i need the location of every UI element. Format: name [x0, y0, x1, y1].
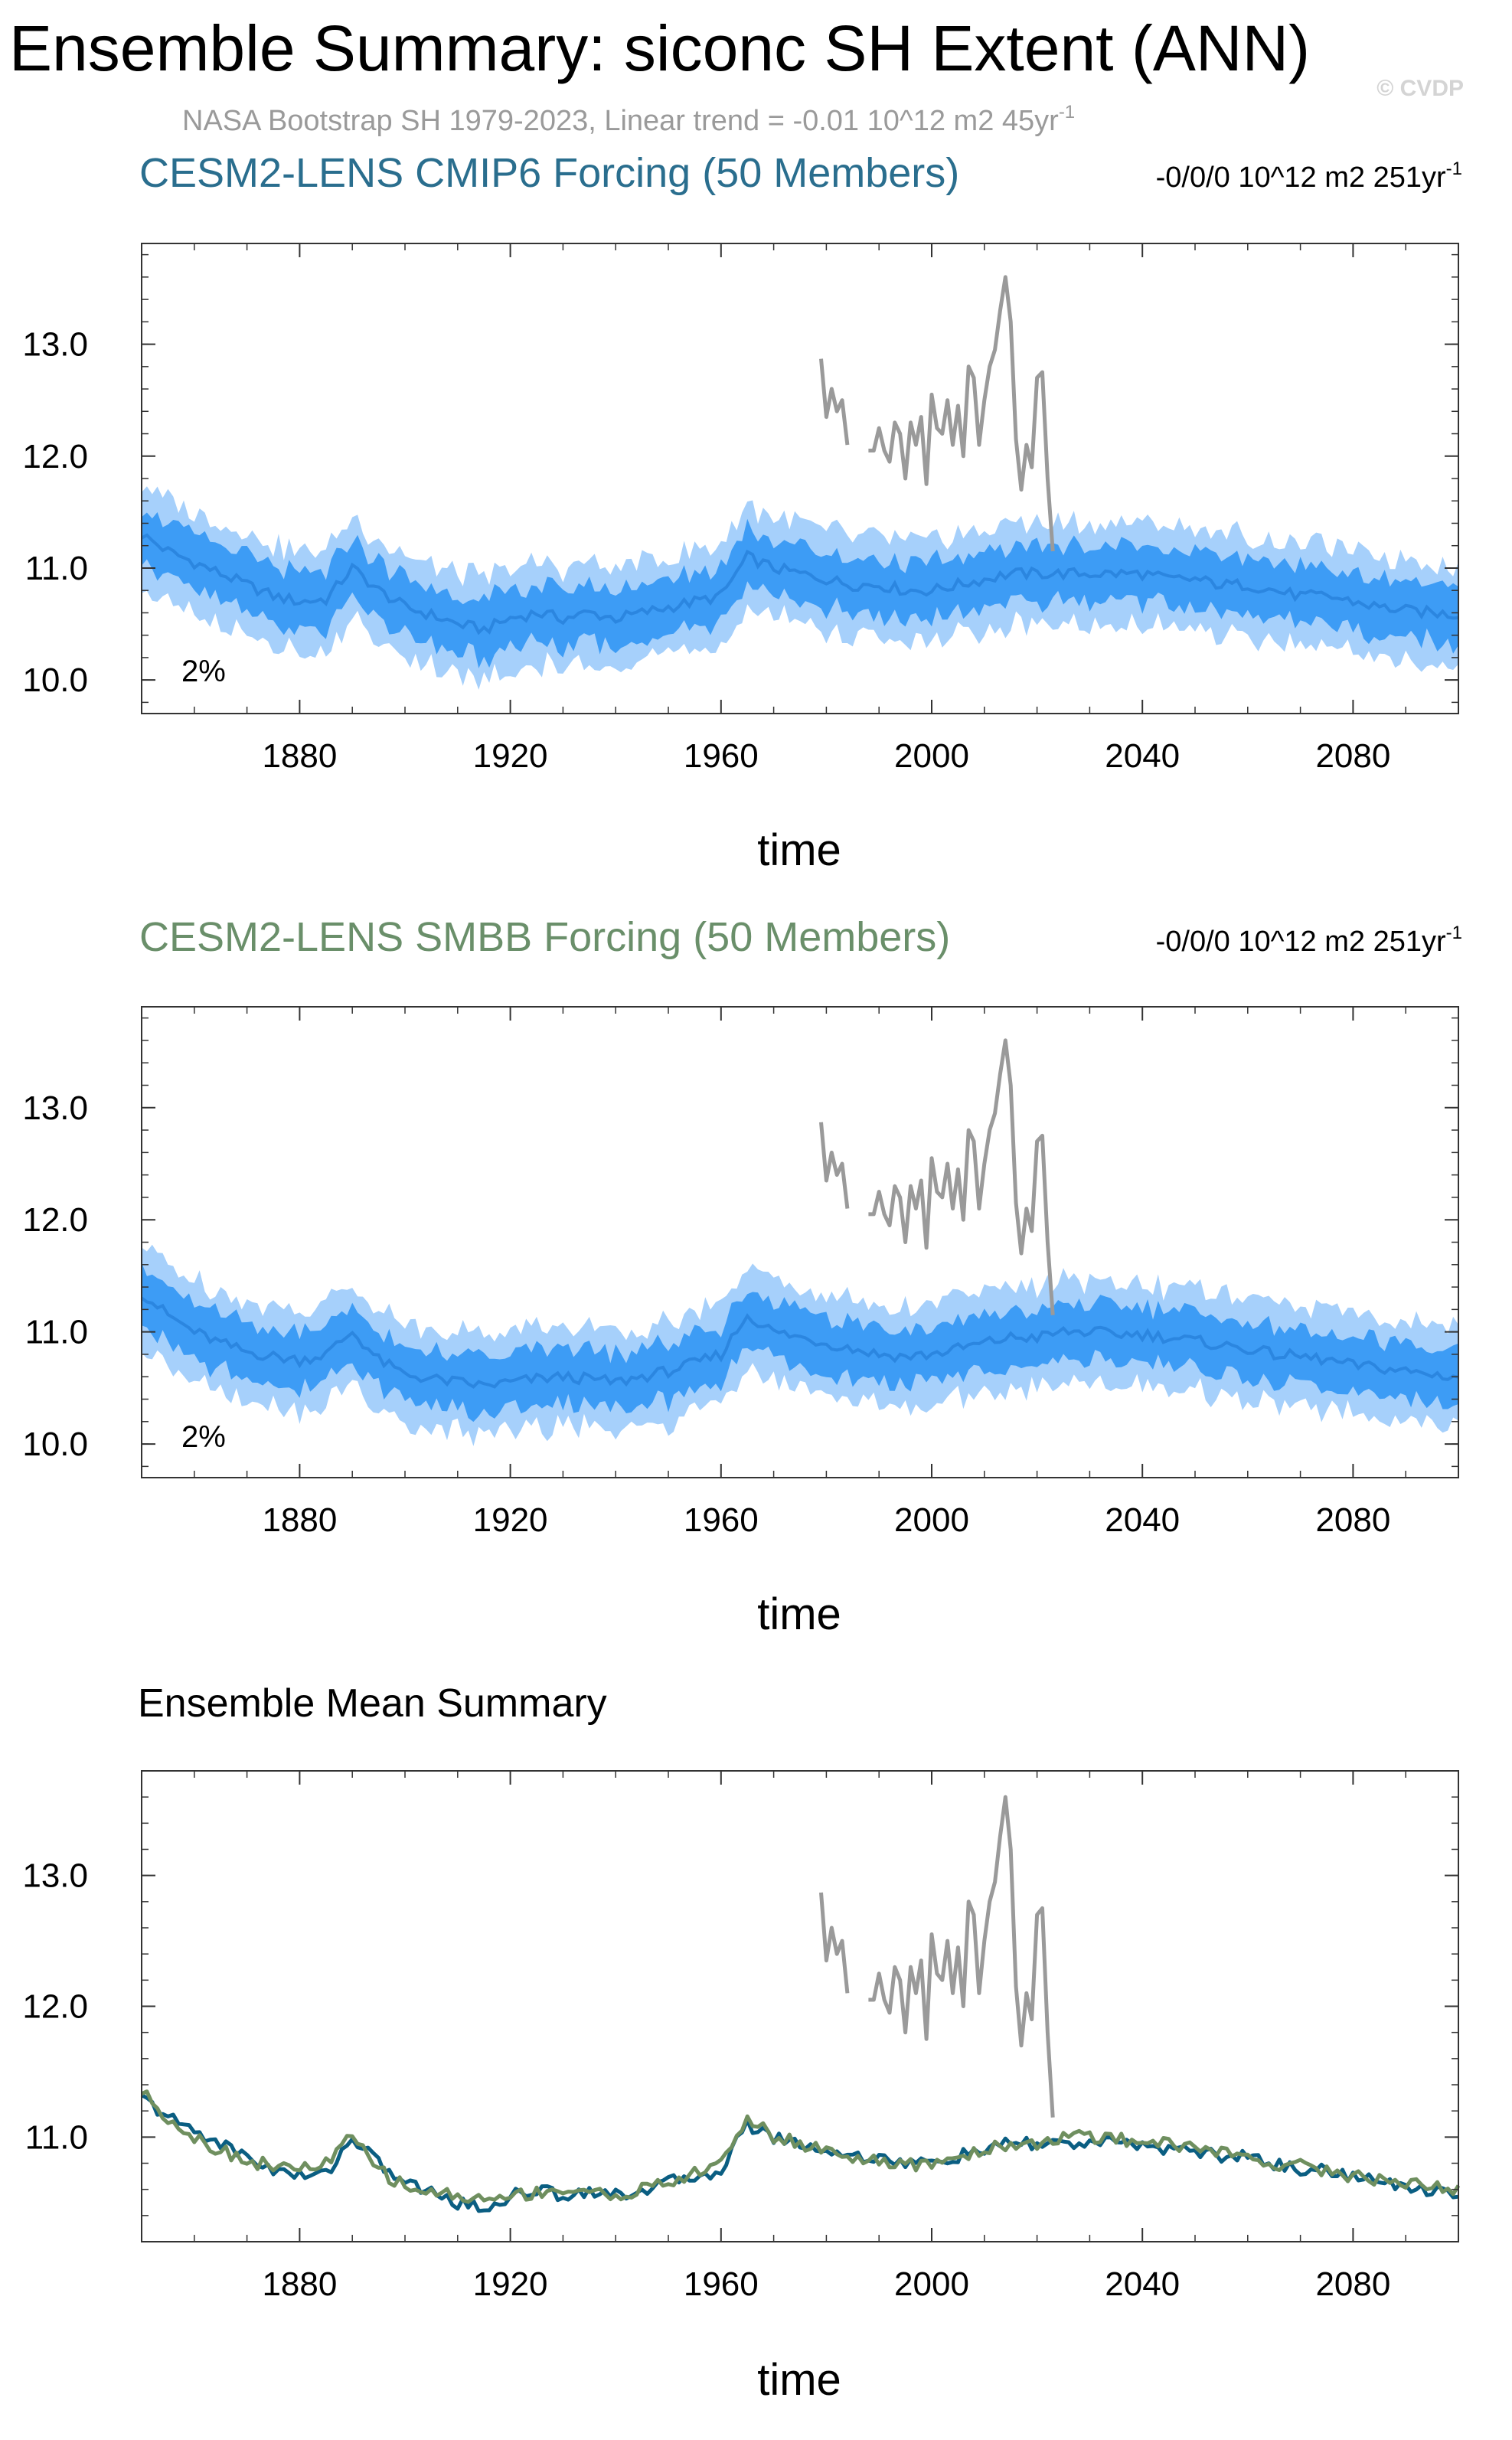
panel-title: CESM2-LENS CMIP6 Forcing (50 Members): [139, 150, 959, 196]
ensemble-inner-spread: [142, 512, 1458, 668]
x-tick-label: 2000: [894, 2265, 969, 2303]
x-tick-label: 2080: [1315, 2265, 1390, 2303]
panel-cmip6: CESM2-LENS CMIP6 Forcing (50 Members) -0…: [22, 150, 1462, 875]
smbb-mean-line: [140, 2089, 1461, 2204]
y-tick-label: 11.0: [25, 550, 88, 587]
obs-subtitle-text: NASA Bootstrap SH 1979-2023, Linear tren…: [182, 105, 1059, 137]
x-tick-label: 1880: [262, 1501, 337, 1539]
x-axis-label: time: [757, 2355, 841, 2405]
x-tick-label: 1880: [262, 737, 337, 775]
obs-subtitle-sup: -1: [1059, 102, 1075, 122]
ensemble-inner-spread: [142, 1262, 1458, 1423]
x-tick-label: 1960: [684, 2265, 759, 2303]
y-tick-label: 12.0: [22, 1988, 88, 2026]
y-tick-label: 11.0: [25, 1314, 88, 1351]
x-tick-label: 2040: [1105, 1501, 1180, 1539]
panel-title: Ensemble Mean Summary: [138, 1681, 607, 1726]
x-tick-label: 1960: [684, 737, 759, 775]
y-tick-label: 11.0: [25, 2118, 88, 2156]
ensemble-mean-line: [140, 1296, 1459, 1389]
x-axis-label: time: [757, 825, 841, 875]
panel-ensemble-mean: Ensemble Mean Summary 1880 1920 1960 2000 20…: [22, 1681, 1461, 2405]
x-tick-label: 2080: [1315, 737, 1390, 775]
y-tick-label: 13.0: [22, 1857, 88, 1895]
y-tick-label: 10.0: [22, 661, 88, 699]
ensemble-mean-line: [141, 533, 1459, 635]
annotation-2pct: 2%: [181, 655, 226, 688]
x-tick-label: 1880: [262, 2265, 337, 2303]
trend-label: -0/0/0 10^12 m2 251yr-1: [1156, 923, 1462, 958]
x-tick-label: 2040: [1105, 2265, 1180, 2303]
observations-line: [819, 275, 1055, 552]
x-axis-label: time: [757, 1589, 841, 1639]
x-tick-label: 1920: [473, 2265, 548, 2303]
annotation-2pct: 2%: [181, 1420, 226, 1454]
figure-title: Ensemble Summary: siconc SH Extent (ANN): [9, 12, 1310, 84]
y-tick-label: 10.0: [22, 1426, 88, 1463]
x-tick-label: 2080: [1315, 1501, 1390, 1539]
cmip6-mean-line: [140, 2093, 1459, 2213]
watermark: © CVDP: [1376, 76, 1464, 101]
y-tick-label: 12.0: [22, 1201, 88, 1239]
x-tick-label: 1920: [473, 1501, 548, 1539]
y-tick-label: 13.0: [22, 326, 88, 364]
x-tick-label: 2000: [894, 737, 969, 775]
x-tick-label: 2040: [1105, 737, 1180, 775]
y-tick-label: 12.0: [22, 438, 88, 475]
trend-label-sup: -1: [1446, 923, 1462, 943]
observations-line: [819, 1795, 1055, 2118]
trend-label: -0/0/0 10^12 m2 251yr-1: [1156, 158, 1462, 194]
trend-label-text: -0/0/0 10^12 m2 251yr: [1156, 162, 1446, 194]
x-tick-label: 1960: [684, 1501, 759, 1539]
obs-subtitle: NASA Bootstrap SH 1979-2023, Linear tren…: [182, 102, 1075, 137]
panel-title: CESM2-LENS SMBB Forcing (50 Members): [139, 914, 950, 960]
x-tick-label: 2000: [894, 1501, 969, 1539]
trend-label-text: -0/0/0 10^12 m2 251yr: [1156, 926, 1446, 958]
x-tick-label: 1920: [473, 737, 548, 775]
observations-line: [819, 1038, 1055, 1315]
panel-smbb: CESM2-LENS SMBB Forcing (50 Members) -0/…: [22, 914, 1462, 1639]
y-tick-label: 13.0: [22, 1089, 88, 1127]
trend-label-sup: -1: [1446, 158, 1462, 179]
